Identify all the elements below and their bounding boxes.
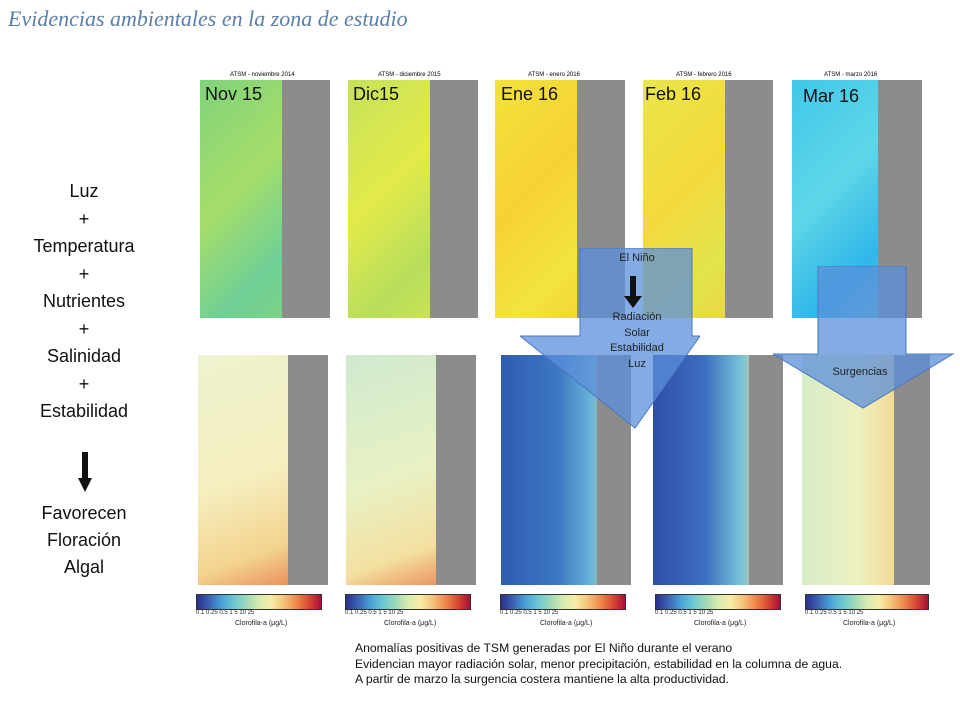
surgencias-callout-arrow	[773, 266, 955, 409]
el-nino-header: El Niño	[619, 252, 655, 264]
chl-colorbar	[500, 594, 626, 610]
down-arrow-icon	[78, 452, 92, 492]
map-label-mar: Mar 16	[803, 86, 860, 106]
map-title: ATSM - noviembre 2014	[230, 72, 295, 78]
factor-item: +	[78, 208, 90, 229]
effect-item: Estabilidad	[610, 342, 664, 354]
result-item: Favorecen	[41, 503, 127, 523]
map-title: ATSM - marzo 2016	[824, 72, 878, 78]
result-item: Algal	[63, 557, 105, 577]
factor-item: Salinidad	[46, 346, 122, 366]
slide-title: Evidencias ambientales en la zona de est…	[8, 6, 408, 31]
effect-item: Luz	[628, 357, 646, 370]
colorbar-label: Clorofila-a (μg/L)	[843, 620, 896, 627]
chl-map-nov	[198, 355, 328, 585]
colorbar-label: Clorofila-a (μg/L)	[384, 620, 437, 627]
atsm-map-dic	[348, 80, 478, 318]
colorbar-label: Clorofila-a (μg/L)	[235, 620, 288, 627]
colorbar-label: Clorofila-a (μg/L)	[694, 620, 747, 627]
map-label-nov: Nov 15	[205, 84, 263, 104]
chl-colorbar	[196, 594, 322, 610]
note-line: Evidencian mayor radiación solar, menor …	[355, 656, 843, 671]
note-line: A partir de marzo la surgencia costera m…	[355, 672, 729, 686]
effect-item: Radiación	[612, 311, 662, 323]
atsm-map-ene	[495, 80, 625, 318]
map-label-ene: Ene 16	[501, 84, 559, 104]
chl-map-dic	[346, 355, 476, 585]
colorbar-ticks: 0.1 0.25 0.5 1 5 10 25	[500, 610, 559, 616]
notes: Anomalías positivas de TSM generadas por…	[355, 641, 842, 688]
map-label-dic: Dic15	[353, 84, 400, 104]
map-label-feb: Feb 16	[645, 84, 702, 104]
effect-item: Solar	[624, 326, 650, 339]
colorbar-ticks: 0.1 0.25 0.5 1 5 10 25	[655, 610, 714, 616]
chl-colorbar	[345, 594, 471, 610]
atsm-map-nov	[200, 80, 330, 318]
result-list: Favorecen Floración Algal	[8, 500, 160, 581]
factor-item: Nutrientes	[42, 291, 126, 311]
map-title: ATSM - febrero 2016	[676, 72, 732, 78]
factor-item: Luz	[69, 181, 99, 201]
factor-item: +	[78, 373, 90, 394]
surgencias-label: Surgencias	[832, 366, 888, 378]
el-nino-effects: Radiación Solar Estabilidad Luz	[582, 310, 692, 372]
factor-item: +	[78, 318, 90, 339]
colorbar-ticks: 0.1 0.25 0.5 1 5 10 25	[345, 610, 404, 616]
el-nino-callout-arrow	[520, 248, 700, 429]
note-line: Anomalías positivas de TSM generadas por…	[355, 641, 733, 655]
factor-item: +	[78, 263, 90, 284]
chl-colorbar	[805, 594, 929, 610]
chl-map-feb	[653, 355, 783, 585]
colorbar-ticks: 0.1 0.25 0.5 1 5 10 25	[805, 610, 864, 616]
map-title: ATSM - diciembre 2015	[378, 72, 441, 78]
factors-list: Luz + Temperatura + Nutrientes + Salinid…	[8, 178, 160, 426]
map-title: ATSM - enero 2016	[528, 72, 580, 78]
factor-item: Temperatura	[33, 236, 135, 256]
colorbar-ticks: 0.1 0.25 0.5 1 5 10 25	[196, 610, 255, 616]
colorbar-label: Clorofila-a (μg/L)	[540, 620, 593, 627]
chl-colorbar	[655, 594, 781, 610]
result-item: Floración	[46, 530, 122, 550]
factor-item: Estabilidad	[39, 401, 129, 421]
